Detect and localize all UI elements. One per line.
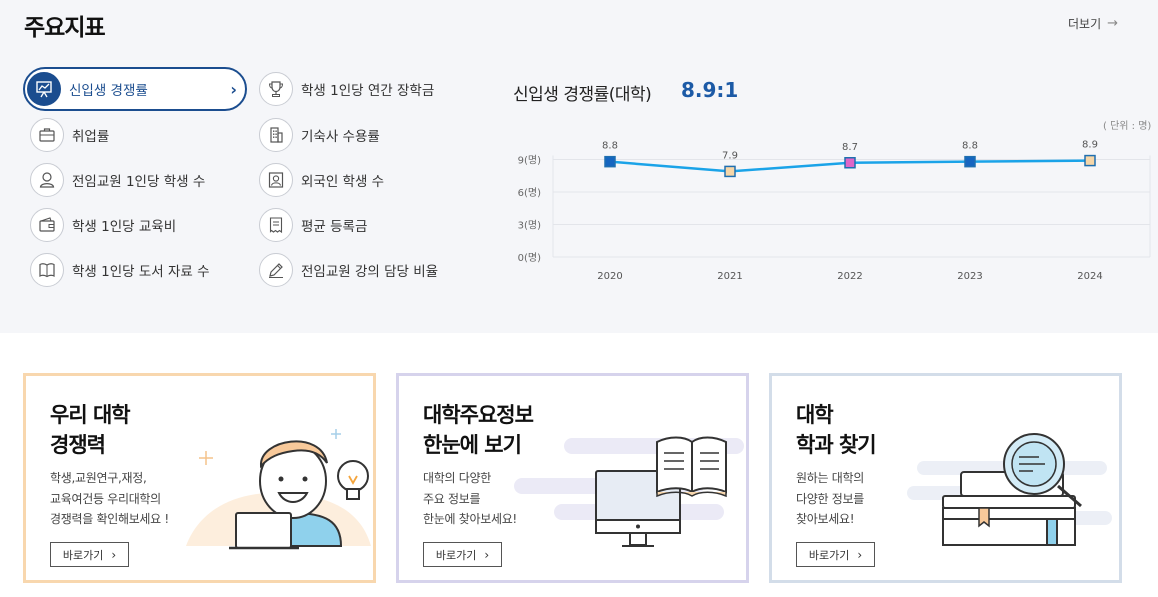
- pencil-icon: [259, 253, 293, 287]
- indicator-education-cost[interactable]: 학생 1인당 교육비: [25, 203, 176, 247]
- data-label: 8.8: [962, 141, 978, 152]
- card-title: 우리 대학 경쟁력: [50, 400, 131, 460]
- data-point: [604, 155, 616, 168]
- card-desc-line: 경쟁력을 확인해보세요 !: [50, 512, 169, 526]
- indicator-label: 신입생 경쟁률: [69, 83, 148, 99]
- x-tick-label: 2023: [957, 271, 982, 282]
- y-tick-label: 3(명): [518, 220, 541, 232]
- indicator-freshman-competition[interactable]: 신입생 경쟁률 ›: [23, 67, 247, 111]
- indicator-label: 학생 1인당 교육비: [72, 219, 177, 235]
- book-icon: [30, 253, 64, 287]
- indicator-dormitory[interactable]: 기숙사 수용률: [254, 113, 380, 157]
- card-desc-line: 한눈에 찾아보세요!: [423, 512, 517, 526]
- person-icon: [30, 163, 64, 197]
- receipt-icon: [259, 208, 293, 242]
- indicator-label: 기숙사 수용률: [301, 129, 380, 145]
- data-point: [964, 155, 976, 168]
- go-button-label: 바로가기: [435, 548, 477, 562]
- key-indicators-section: 주요지표 더보기 → 신입생 경쟁률 › 취업률 전임교원 1인당 학생 수 학…: [23, 15, 1152, 292]
- card-desc-line: 교육여건등 우리대학의: [50, 491, 161, 506]
- indicator-label: 전임교원 1인당 학생 수: [72, 174, 206, 190]
- data-label: 8.9: [1082, 140, 1098, 151]
- go-button[interactable]: 바로가기 ›: [423, 542, 502, 567]
- go-button-label: 바로가기: [62, 548, 104, 562]
- y-tick-label: 0(명): [518, 252, 541, 264]
- indicator-label: 외국인 학생 수: [301, 174, 385, 190]
- card-desc-line: 원하는 대학의: [796, 471, 864, 485]
- go-button-label: 바로가기: [808, 548, 850, 562]
- card-description: 원하는 대학의 다양한 정보를 찾아보세요!: [796, 468, 864, 530]
- indicator-average-tuition[interactable]: 평균 등록금: [254, 203, 367, 247]
- card-title-line: 한눈에 보기: [423, 433, 522, 457]
- y-tick-label: 9(명): [518, 155, 541, 167]
- x-tick-label: 2020: [597, 271, 622, 282]
- data-label: 7.9: [722, 150, 738, 161]
- card-title-line: 우리 대학: [50, 403, 131, 427]
- card-university-info: 대학주요정보 한눈에 보기 대학의 다양한 주요 정보를 한눈에 찾아보세요! …: [396, 373, 749, 583]
- indicator-label: 취업률: [72, 129, 110, 145]
- card-title-line: 경쟁력: [50, 433, 106, 457]
- indicator-scholarship[interactable]: 학생 1인당 연간 장학금: [254, 67, 434, 111]
- card-desc-line: 찾아보세요!: [796, 512, 855, 526]
- card-desc-line: 다양한 정보를: [796, 491, 864, 506]
- data-label: 8.7: [842, 142, 858, 153]
- briefcase-icon: [30, 118, 64, 152]
- more-label: 더보기: [1068, 17, 1102, 31]
- monitor-book-illustration: [514, 436, 744, 547]
- indicator-label: 학생 1인당 연간 장학금: [301, 83, 435, 99]
- y-tick-label: 6(명): [518, 187, 541, 199]
- card-desc-line: 주요 정보를: [423, 491, 481, 506]
- card-title-line: 학과 찾기: [796, 433, 877, 457]
- indicator-label: 평균 등록금: [301, 219, 368, 235]
- data-label: 8.8: [602, 141, 618, 152]
- chart-title: 신입생 경쟁률(대학): [513, 85, 652, 105]
- card-title-line: 대학: [796, 403, 834, 427]
- card-description: 학생,교원연구,재정, 교육여건등 우리대학의 경쟁력을 확인해보세요 !: [50, 468, 169, 530]
- chart-unit: ( 단위 : 명): [1103, 121, 1152, 132]
- chevron-right-icon: ›: [230, 80, 237, 99]
- data-point: [724, 165, 736, 178]
- card-desc-line: 학생,교원연구,재정,: [50, 471, 147, 485]
- indicator-students-per-faculty[interactable]: 전임교원 1인당 학생 수: [25, 158, 205, 202]
- card-desc-line: 대학의 다양한: [423, 471, 491, 485]
- student-with-laptop-illustration: [186, 429, 371, 550]
- chart-value: 8.9:1: [681, 78, 739, 102]
- id-photo-icon: [259, 163, 293, 197]
- card-title: 대학주요정보 한눈에 보기: [423, 400, 534, 460]
- indicator-foreign-students[interactable]: 외국인 학생 수: [254, 158, 384, 202]
- books-magnifier-illustration: [907, 433, 1112, 546]
- indicator-lecture-ratio[interactable]: 전임교원 강의 담당 비율: [254, 248, 438, 292]
- indicator-label: 학생 1인당 도서 자료 수: [72, 264, 210, 280]
- go-button[interactable]: 바로가기 ›: [796, 542, 875, 567]
- trophy-icon: [259, 72, 293, 106]
- card-find-department: 대학 학과 찾기 원하는 대학의 다양한 정보를 찾아보세요! 바로가기 ›: [769, 373, 1122, 583]
- card-our-competitiveness: 우리 대학 경쟁력 학생,교원연구,재정, 교육여건등 우리대학의 경쟁력을 확…: [23, 373, 376, 583]
- wallet-icon: [30, 208, 64, 242]
- arrow-right-icon: →: [1107, 16, 1119, 31]
- indicator-employment-rate[interactable]: 취업률: [25, 113, 109, 157]
- indicator-label: 전임교원 강의 담당 비율: [301, 264, 439, 280]
- line-chart: 0(명) 3(명) 6(명) 9(명) 2020 2021 2022 2023 2024 8.8 7…: [518, 140, 1151, 282]
- x-tick-label: 2024: [1077, 271, 1102, 282]
- x-tick-label: 2022: [837, 271, 862, 282]
- data-point: [1084, 154, 1096, 167]
- go-button[interactable]: 바로가기 ›: [50, 542, 129, 567]
- data-point: [844, 157, 856, 169]
- page-title: 주요지표: [24, 15, 106, 41]
- more-link[interactable]: 더보기 →: [1068, 15, 1118, 32]
- chevron-right-icon: ›: [484, 547, 490, 562]
- chevron-right-icon: ›: [857, 547, 863, 562]
- card-title-line: 대학주요정보: [423, 403, 534, 427]
- building-icon: [259, 118, 293, 152]
- x-tick-label: 2021: [717, 271, 742, 282]
- presentation-chart-icon: [27, 72, 61, 106]
- chevron-right-icon: ›: [111, 547, 117, 562]
- card-description: 대학의 다양한 주요 정보를 한눈에 찾아보세요!: [423, 468, 517, 530]
- indicator-library-books[interactable]: 학생 1인당 도서 자료 수: [25, 248, 210, 292]
- card-title: 대학 학과 찾기: [796, 400, 877, 460]
